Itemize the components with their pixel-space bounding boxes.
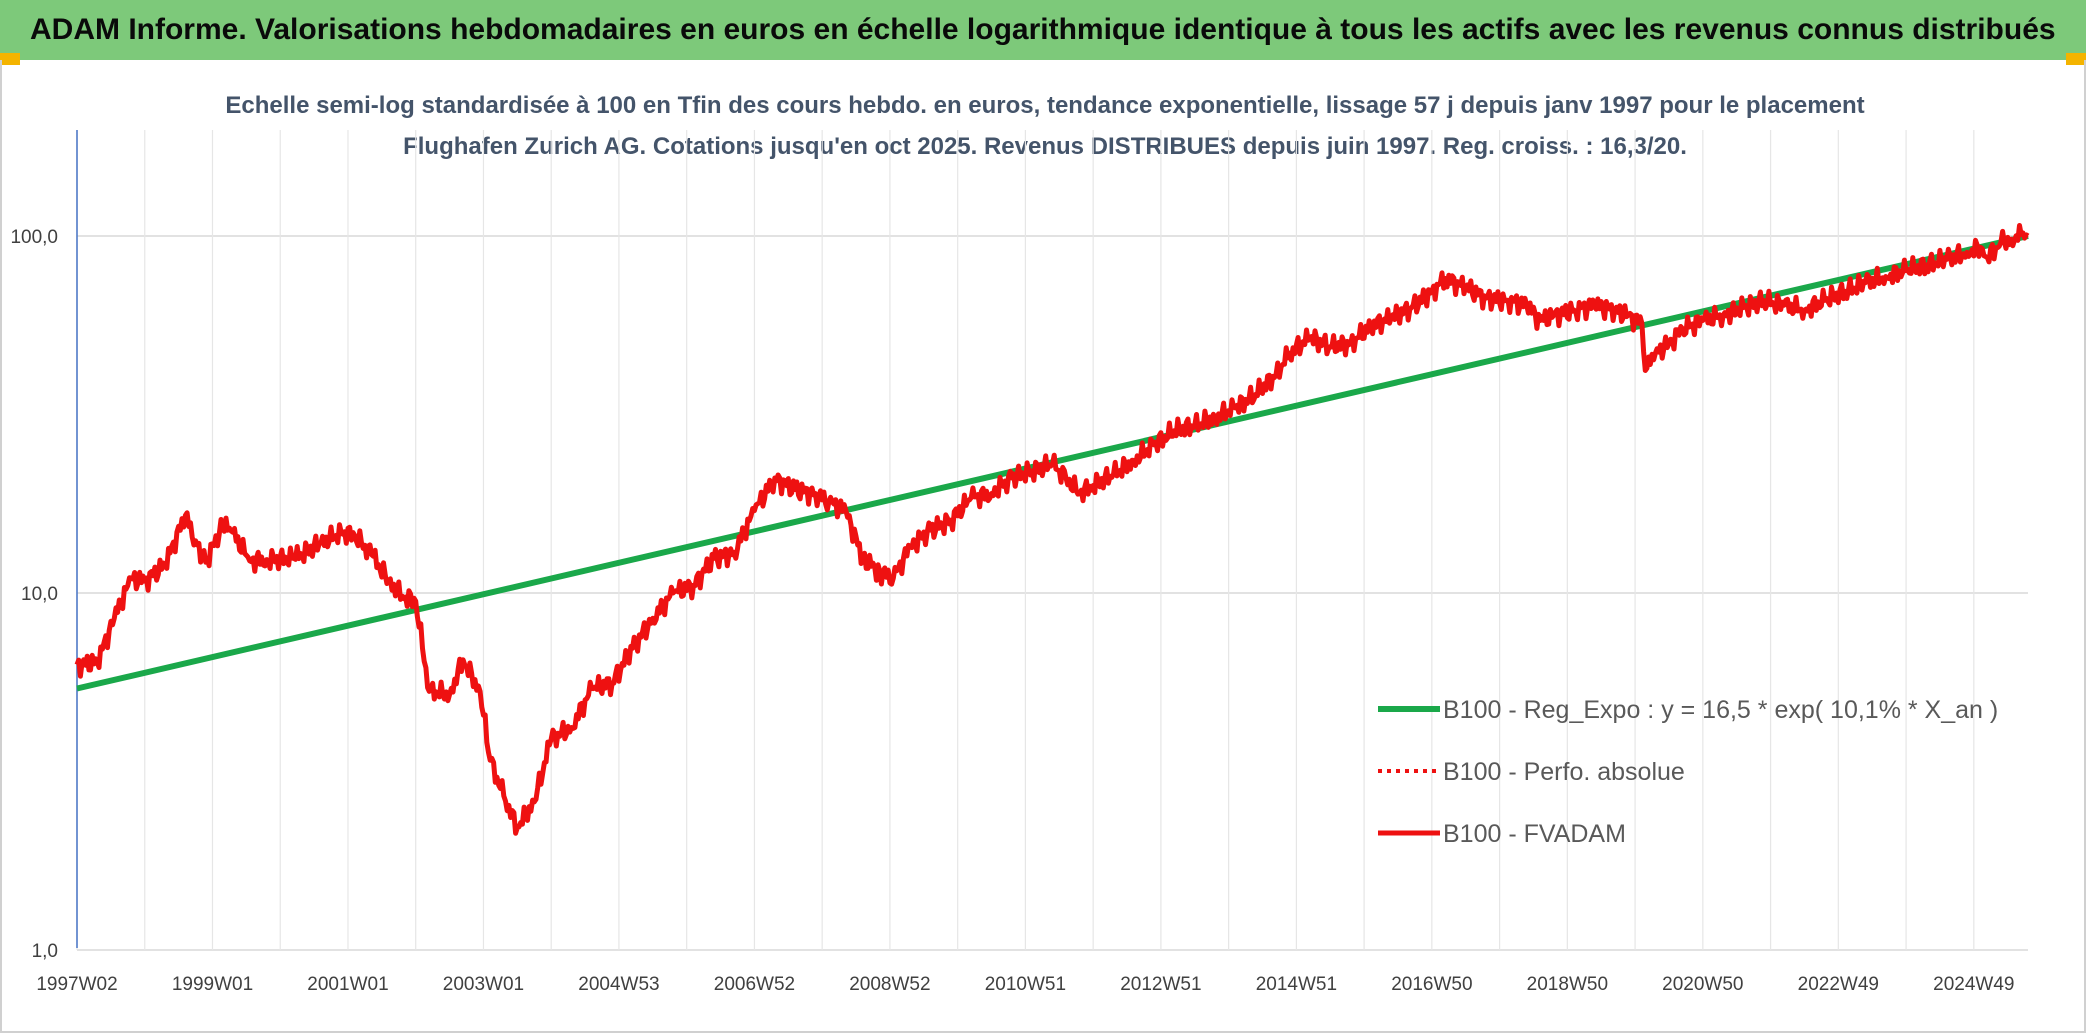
- legend: B100 - Reg_Expo : y = 16,5 * exp( 10,1% …: [1378, 696, 1998, 848]
- legend-label-2: B100 - FVADAM: [1443, 820, 1626, 848]
- x-tick-label: 2018W50: [1527, 974, 1608, 995]
- y-tick-label: 1,0: [32, 941, 58, 962]
- series-group: [74, 223, 2030, 836]
- legend-label-0: B100 - Reg_Expo : y = 16,5 * exp( 10,1% …: [1443, 696, 1998, 724]
- x-tick-label: 2014W51: [1256, 974, 1337, 995]
- series-line-2: [74, 223, 2030, 836]
- x-tick-label: 2012W51: [1120, 974, 1201, 995]
- y-tick-label: 100,0: [10, 227, 58, 248]
- x-tick-label: 2006W52: [714, 974, 795, 995]
- x-tick-label: 2001W01: [307, 974, 388, 995]
- x-tick-label: 2022W49: [1798, 974, 1879, 995]
- corner-marker-left: [0, 53, 20, 65]
- chart-title: Echelle semi-log standardisée à 100 en T…: [225, 92, 1865, 160]
- x-tick-label: 2004W53: [578, 974, 659, 995]
- x-tick-label: 2016W50: [1391, 974, 1472, 995]
- y-tick-labels: 1,0 10,0 100,0: [10, 227, 58, 962]
- x-tick-label: 2008W52: [849, 974, 930, 995]
- x-tick-label: 1999W01: [172, 974, 253, 995]
- chart-frame: [0, 60, 2086, 1033]
- x-tick-label: 2003W01: [443, 974, 524, 995]
- gridlines: [76, 130, 2028, 951]
- x-tick-label: 2010W51: [985, 974, 1066, 995]
- x-tick-label: 2024W49: [1933, 974, 2014, 995]
- x-tick-labels: 1997W02 1999W01 2001W01 2003W01 2004W53 2006W…: [36, 974, 2014, 995]
- legend-label-1: B100 - Perfo. absolue: [1443, 758, 1685, 786]
- report-title: ADAM Informe. Valorisations hebdomadaire…: [30, 13, 2056, 46]
- x-tick-label: 1997W02: [36, 974, 117, 995]
- y-tick-label: 10,0: [21, 584, 58, 605]
- corner-marker-right: [2066, 53, 2086, 65]
- x-tick-label: 2020W50: [1662, 974, 1743, 995]
- report-banner: ADAM Informe. Valorisations hebdomadaire…: [0, 0, 2086, 60]
